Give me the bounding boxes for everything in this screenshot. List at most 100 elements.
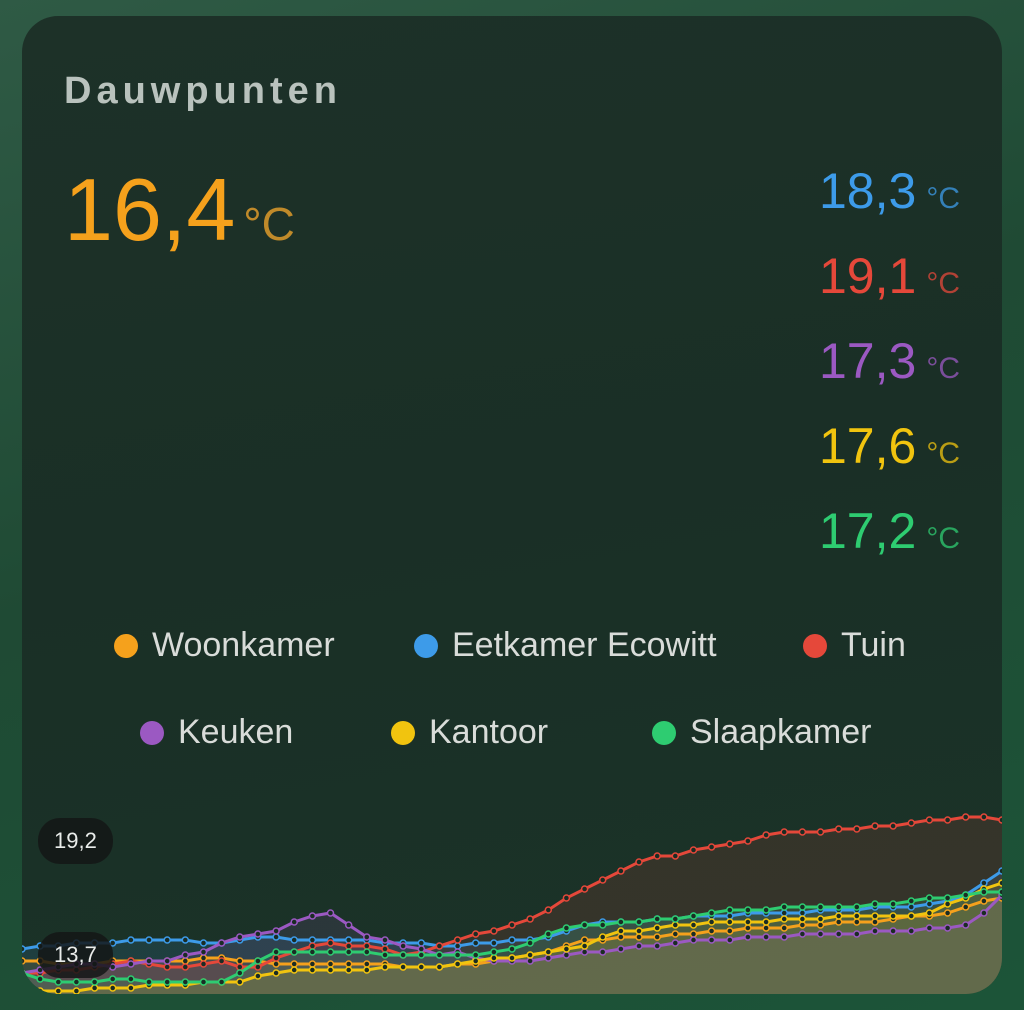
main-value-unit: °C bbox=[243, 198, 295, 250]
series-point-3-37 bbox=[689, 936, 698, 944]
series-point-2-24 bbox=[453, 936, 462, 944]
side-value-number: 18,3 bbox=[819, 163, 917, 219]
side-value-4: 17,6 °C bbox=[819, 421, 960, 506]
side-value-number: 17,2 bbox=[819, 503, 917, 559]
series-point-1-42 bbox=[780, 909, 788, 917]
legend-label: Keuken bbox=[178, 713, 294, 751]
series-point-1-39 bbox=[726, 912, 734, 920]
series-point-3-45 bbox=[834, 930, 843, 938]
series-point-5-23 bbox=[435, 951, 444, 959]
series-point-3-51 bbox=[943, 924, 952, 932]
series-point-4-38 bbox=[707, 918, 716, 926]
series-point-4-6 bbox=[127, 984, 135, 992]
series-point-4-21 bbox=[399, 963, 407, 971]
side-value-unit: °C bbox=[926, 437, 960, 470]
series-point-0-12 bbox=[236, 957, 244, 965]
series-point-2-18 bbox=[344, 942, 353, 950]
series-point-4-2 bbox=[54, 987, 63, 994]
series-point-4-49 bbox=[907, 912, 916, 920]
series-point-3-12 bbox=[236, 933, 244, 941]
series-point-2-41 bbox=[762, 831, 770, 839]
series-point-3-52 bbox=[961, 921, 970, 929]
side-value-5: 17,2 °C bbox=[819, 506, 960, 591]
series-point-5-40 bbox=[744, 906, 752, 914]
series-point-5-37 bbox=[689, 912, 698, 920]
series-point-4-42 bbox=[780, 915, 788, 923]
series-point-4-54 bbox=[998, 879, 1002, 887]
series-point-5-20 bbox=[381, 951, 389, 959]
series-point-5-29 bbox=[544, 930, 553, 938]
side-values: 18,3 °C 19,1 °C 17,3 °C 17,6 °C 17,2 °C bbox=[819, 166, 960, 591]
side-value-unit: °C bbox=[926, 267, 960, 300]
series-point-5-35 bbox=[653, 915, 661, 923]
series-point-4-31 bbox=[580, 942, 589, 950]
series-point-3-50 bbox=[925, 924, 934, 932]
series-point-2-47 bbox=[871, 822, 879, 830]
series-point-4-37 bbox=[689, 921, 698, 929]
series-point-3-42 bbox=[780, 933, 788, 941]
legend-label: Slaapkamer bbox=[690, 713, 872, 751]
series-point-2-11 bbox=[217, 957, 226, 965]
series-point-3-21 bbox=[399, 942, 407, 950]
series-point-2-45 bbox=[834, 825, 843, 833]
series-point-4-3 bbox=[72, 987, 81, 994]
series-point-5-0 bbox=[22, 969, 26, 977]
series-point-0-47 bbox=[871, 918, 879, 926]
series-point-0-42 bbox=[780, 924, 788, 932]
series-point-5-21 bbox=[399, 951, 407, 959]
series-point-0-37 bbox=[689, 930, 698, 938]
series-point-5-10 bbox=[199, 978, 208, 986]
series-point-0-39 bbox=[726, 927, 734, 935]
series-point-1-8 bbox=[163, 936, 171, 944]
series-point-4-45 bbox=[834, 912, 843, 920]
series-point-2-34 bbox=[635, 858, 643, 866]
series-point-5-17 bbox=[326, 948, 335, 956]
series-area-3 bbox=[22, 895, 1002, 994]
series-point-3-33 bbox=[617, 945, 625, 953]
series-point-3-14 bbox=[272, 927, 280, 935]
dewpoint-card[interactable]: Dauwpunten 16,4 °C 18,3 °C 19,1 °C 17,3 °C 1… bbox=[22, 16, 1002, 994]
series-point-1-22 bbox=[417, 939, 426, 947]
series-point-5-26 bbox=[490, 948, 498, 956]
legend-dot-icon bbox=[652, 720, 676, 745]
series-point-2-40 bbox=[744, 837, 752, 845]
legend-dot-icon bbox=[803, 633, 827, 658]
legend-item-kantoor[interactable]: Kantoor bbox=[391, 713, 548, 752]
series-point-5-34 bbox=[635, 918, 643, 926]
legend-item-slaapkamer[interactable]: Slaapkamer bbox=[652, 713, 871, 752]
legend-item-tuin[interactable]: Tuin bbox=[803, 626, 906, 665]
series-point-3-38 bbox=[707, 936, 716, 944]
series-point-2-10 bbox=[199, 960, 208, 968]
series-point-0-31 bbox=[580, 936, 589, 944]
series-point-3-53 bbox=[980, 909, 988, 917]
legend-item-woonkamer[interactable]: Woonkamer bbox=[114, 626, 335, 665]
series-point-2-17 bbox=[326, 939, 335, 947]
series-point-1-6 bbox=[127, 936, 135, 944]
series-point-5-42 bbox=[780, 903, 788, 911]
series-point-5-52 bbox=[961, 891, 970, 899]
series-point-2-51 bbox=[943, 816, 952, 824]
series-point-3-18 bbox=[344, 921, 353, 929]
series-point-0-9 bbox=[181, 957, 190, 965]
legend-item-keuken[interactable]: Keuken bbox=[140, 713, 293, 752]
series-point-4-46 bbox=[853, 912, 861, 920]
series-point-2-54 bbox=[998, 816, 1002, 824]
series-point-4-35 bbox=[653, 924, 661, 932]
legend-item-eetkamer-ecowitt[interactable]: Eetkamer Ecowitt bbox=[414, 626, 717, 665]
series-point-2-19 bbox=[363, 942, 371, 950]
series-point-5-38 bbox=[707, 909, 716, 917]
series-point-4-14 bbox=[272, 969, 280, 977]
series-point-0-38 bbox=[707, 927, 716, 935]
series-point-5-22 bbox=[417, 951, 426, 959]
series-point-3-29 bbox=[544, 954, 553, 962]
series-point-4-43 bbox=[798, 915, 807, 923]
series-point-1-54 bbox=[998, 867, 1002, 875]
series-point-5-48 bbox=[889, 900, 897, 908]
series-point-2-35 bbox=[653, 852, 661, 860]
series-point-5-18 bbox=[344, 948, 353, 956]
side-value-unit: °C bbox=[926, 522, 960, 555]
series-point-1-49 bbox=[907, 903, 916, 911]
series-point-4-47 bbox=[871, 912, 879, 920]
series-point-4-27 bbox=[508, 954, 516, 962]
series-point-0-18 bbox=[344, 960, 353, 968]
